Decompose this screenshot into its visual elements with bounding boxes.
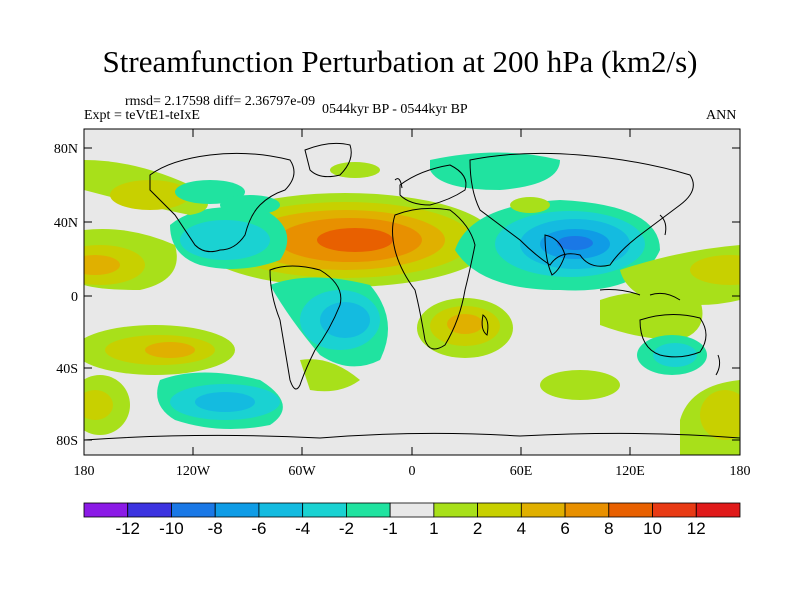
colorbar-label: 4 <box>517 519 526 538</box>
colorbar-swatch <box>695 502 741 518</box>
lon-label: 0 <box>409 464 416 479</box>
contour-region <box>510 197 550 213</box>
plot-title: Streamfunction Perturbation at 200 hPa (… <box>102 44 698 79</box>
continent-outline <box>84 432 740 441</box>
contour-region <box>430 152 560 190</box>
contour-region <box>700 390 740 440</box>
colorbar-label: -6 <box>251 519 266 538</box>
lon-label: 60E <box>510 464 533 479</box>
continent-outline <box>659 214 667 236</box>
contour-region <box>330 162 380 178</box>
lon-label: 120W <box>176 464 211 479</box>
season-label: ANN <box>706 108 737 123</box>
lat-label: 80S <box>56 434 78 449</box>
contour-region <box>447 314 483 334</box>
colorbar-swatch <box>389 502 435 518</box>
contour-region <box>84 390 113 420</box>
lon-ticks <box>192 129 631 455</box>
contour-region <box>653 343 697 367</box>
contour-region <box>145 342 195 358</box>
colorbar-label: -2 <box>339 519 354 538</box>
colorbar-label: -10 <box>159 519 184 538</box>
colorbar-label: 10 <box>643 519 662 538</box>
colorbar-label: 6 <box>560 519 569 538</box>
continent-outline <box>304 142 352 178</box>
lat-label: 40N <box>54 216 78 231</box>
contour-region <box>557 236 593 250</box>
lat-label: 0 <box>71 290 78 305</box>
lon-label: 120E <box>615 464 645 479</box>
colorbar-swatch <box>345 502 391 518</box>
colorbar-label: 8 <box>604 519 613 538</box>
colorbar-label: 1 <box>429 519 438 538</box>
continent-outline <box>399 164 467 206</box>
contour-region <box>220 195 280 215</box>
colorbar-swatch <box>127 502 172 518</box>
colorbar-label: 12 <box>687 519 706 538</box>
contour-region <box>84 255 120 275</box>
contour-region <box>690 255 740 285</box>
coastlines <box>84 142 740 441</box>
colorbar-swatch <box>652 502 697 518</box>
colorbar-label: -4 <box>295 519 310 538</box>
lon-label: 180 <box>730 464 751 479</box>
colorbar-swatch <box>302 502 347 518</box>
continent-outline <box>469 152 694 267</box>
colorbar: -12 -10 -8 -6 -4 -2 -1 1 2 4 6 8 10 12 <box>83 502 741 538</box>
lat-ticks <box>84 147 740 441</box>
contour-region <box>320 302 370 338</box>
continent-outline <box>269 265 342 390</box>
stats-label: rmsd= 2.17598 diff= 2.36797e-09 <box>125 94 316 109</box>
contour-fields <box>84 152 740 455</box>
lat-label: 40S <box>56 362 78 377</box>
period-label: 0544kyr BP - 0544kyr BP <box>322 102 468 117</box>
contour-region <box>317 228 393 252</box>
colorbar-label: 2 <box>473 519 482 538</box>
colorbar-swatch <box>171 502 216 518</box>
colorbar-swatch <box>83 502 129 518</box>
continent-outline <box>715 354 721 376</box>
colorbar-swatch <box>564 502 610 518</box>
contour-region <box>175 180 245 204</box>
continent-outline <box>481 314 489 336</box>
colorbar-swatch <box>433 502 479 518</box>
colorbar-swatch <box>258 502 304 518</box>
colorbar-label: -12 <box>115 519 140 538</box>
colorbar-swatch <box>520 502 566 518</box>
contour-region <box>600 292 703 340</box>
lat-label: 80N <box>54 142 78 157</box>
continent-outline <box>599 289 681 301</box>
contour-region <box>180 220 270 260</box>
continent-outline <box>639 314 707 358</box>
colorbar-swatch <box>214 502 260 518</box>
contour-region <box>540 370 620 400</box>
colorbar-label: -1 <box>383 519 398 538</box>
continent-outline <box>394 178 403 189</box>
experiment-label: Expt = teVtE1-teIxE <box>84 108 200 123</box>
lon-label: 180 <box>74 464 95 479</box>
continent-outline <box>149 152 295 253</box>
continent-outline <box>392 207 476 350</box>
lon-label: 60W <box>288 464 316 479</box>
contour-region <box>110 180 190 210</box>
colorbar-label: -8 <box>208 519 223 538</box>
continent-outline <box>544 234 566 276</box>
contour-region <box>195 392 255 412</box>
colorbar-swatch <box>477 502 522 518</box>
colorbar-swatch <box>608 502 653 518</box>
contour-region <box>300 359 360 392</box>
